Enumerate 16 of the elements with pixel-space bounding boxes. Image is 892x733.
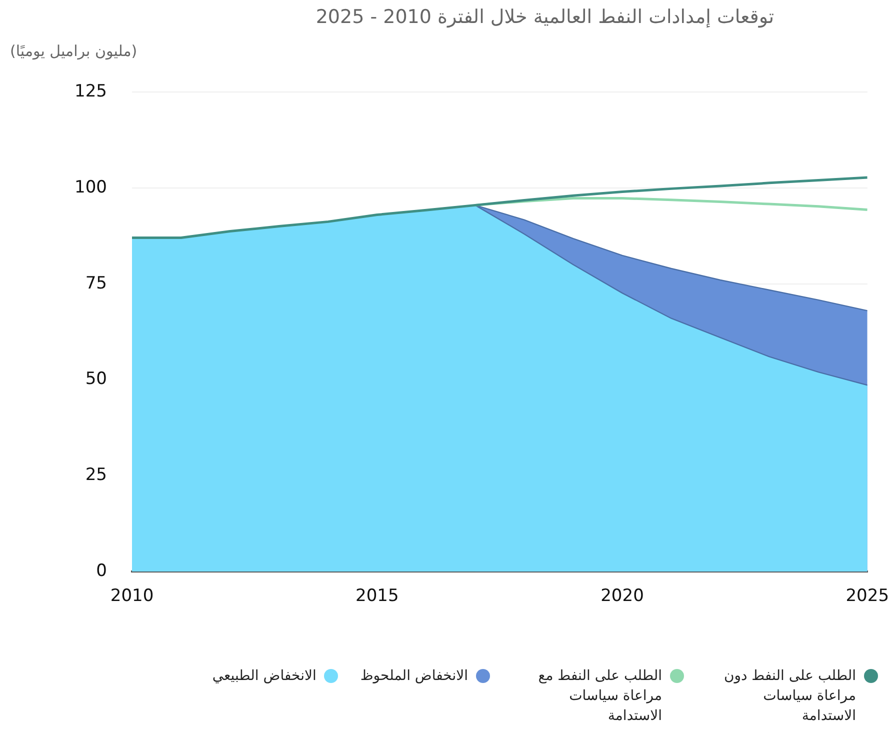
legend-label: الانخفاض الملحوظ bbox=[360, 667, 468, 686]
legend-label: الطلب على النفط دون مراعاة سياسات الاستدامة bbox=[722, 667, 856, 726]
x-tick-label: 2010 bbox=[110, 586, 154, 606]
x-tick-label: 2025 bbox=[846, 586, 889, 606]
y-tick-label: 75 bbox=[85, 273, 107, 294]
x-tick-label: 2020 bbox=[600, 586, 644, 606]
legend-label: الطلب على النفط مع مراعاة سياسات الاستدامة bbox=[537, 667, 662, 726]
x-tick-label: 2015 bbox=[355, 586, 399, 606]
legend-label: الانخفاض الطبيعي bbox=[212, 667, 316, 686]
y-axis-title: (مليون براميل يوميًا) bbox=[10, 42, 138, 60]
chart-title: توقعات إمدادات النفط العالمية خلال الفترة 2010 - 2025 bbox=[316, 6, 774, 28]
y-tick-label: 125 bbox=[74, 81, 107, 102]
y-tick-label: 100 bbox=[74, 177, 107, 198]
y-tick-label: 50 bbox=[85, 369, 107, 390]
y-tick-label: 0 bbox=[96, 561, 107, 582]
y-tick-label: 25 bbox=[85, 465, 107, 486]
